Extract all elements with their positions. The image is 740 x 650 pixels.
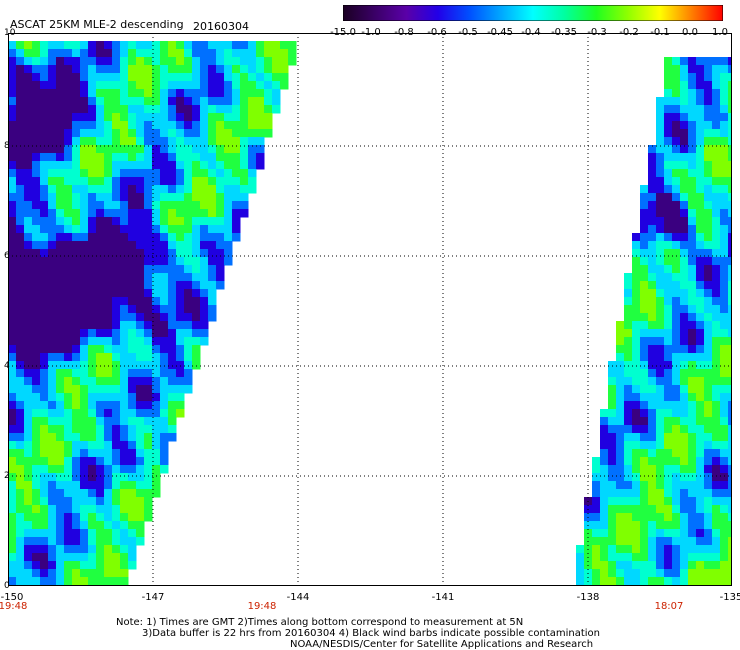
colorbar-label: -0.4 (521, 27, 541, 38)
lon-tick-label: -141 (431, 592, 455, 603)
time-label: 19:48 (0, 601, 28, 612)
time-label: 19:48 (247, 601, 277, 612)
lon-tick-label: -147 (141, 592, 165, 603)
note-line-1: Note: 1) Times are GMT 2)Times along bot… (116, 617, 524, 628)
note-line-3: NOAA/NESDIS/Center for Satellite Applica… (290, 639, 594, 650)
colorbar-label: 1.0 (712, 27, 728, 38)
lon-tick-label: -144 (286, 592, 310, 603)
colorbar-label: 0.0 (682, 27, 698, 38)
colorbar-label: -0.45 (487, 27, 513, 38)
colorbar-label: -0.5 (458, 27, 478, 38)
colorbar-label: -15.0 (330, 27, 356, 38)
colorbar-label: -0.8 (394, 27, 414, 38)
lon-tick-label: -135 (719, 592, 740, 603)
colorbar-label: -0.2 (619, 27, 639, 38)
colorbar-label: -0.1 (650, 27, 670, 38)
time-label: 18:07 (654, 601, 684, 612)
lat-tick-label: 0 (4, 581, 10, 591)
lon-tick-label: -138 (576, 592, 600, 603)
colorbar-label: -1.0 (361, 27, 381, 38)
map-date: 20160304 (193, 20, 249, 33)
lat-tick-label: 4 (4, 361, 10, 371)
colorbar-label: -0.6 (427, 27, 447, 38)
map-title: ASCAT 25KM MLE-2 descending (10, 18, 184, 31)
colorbar (343, 5, 723, 21)
note-line-2: 3)Data buffer is 22 hrs from 20160304 4)… (142, 628, 600, 639)
colorbar-label: -0.35 (551, 27, 577, 38)
lat-tick-label: 8 (4, 141, 10, 151)
wind-map (8, 33, 732, 586)
lon-tick-label: -150 (0, 592, 24, 603)
lat-tick-label: 10 (4, 28, 16, 38)
lat-tick-label: 2 (4, 471, 10, 481)
lat-tick-label: 6 (4, 251, 10, 261)
colorbar-label: -0.3 (587, 27, 607, 38)
